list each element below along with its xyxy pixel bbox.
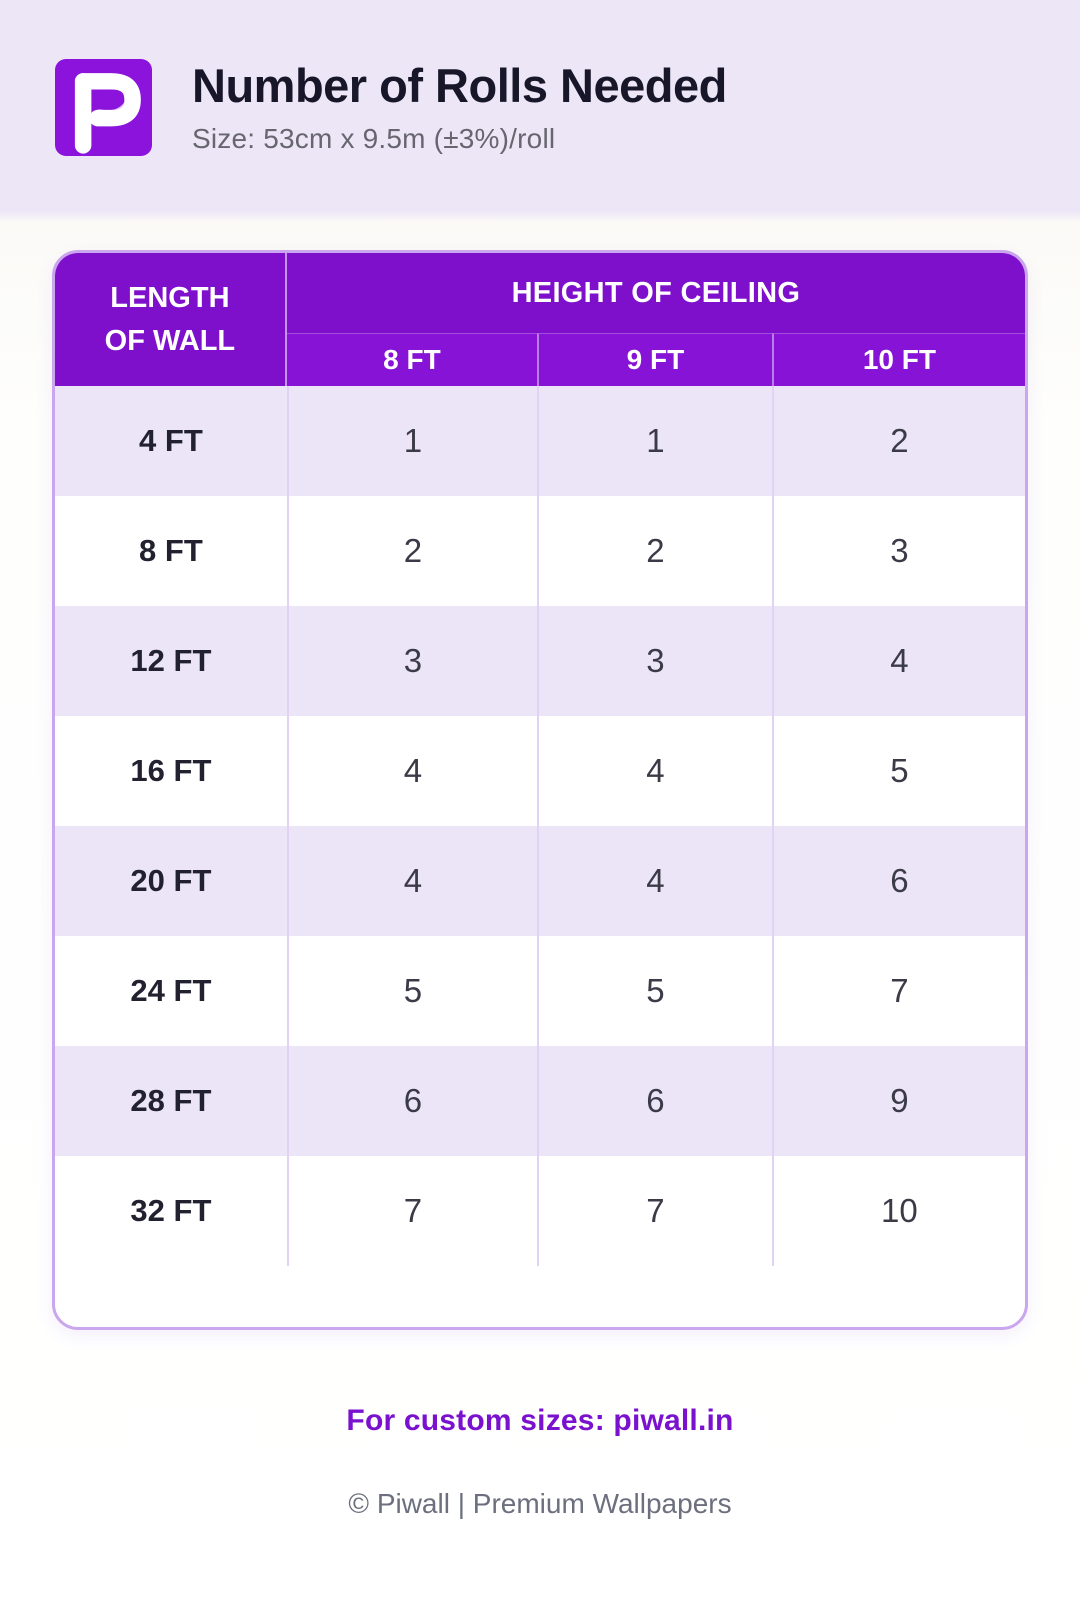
row-label-cell: 8 FT (139, 533, 203, 568)
piwall-logo (55, 59, 152, 156)
row-label-cell: 12 FT (130, 643, 212, 678)
value-cell: 1 (537, 386, 772, 496)
value-cell: 2 (537, 496, 772, 606)
row-header-length-of-wall: LENGTH OF WALL (55, 253, 287, 386)
col-group-height-of-ceiling: HEIGHT OF CEILING (286, 253, 1025, 333)
header-text-block: Number of Rolls Needed Size: 53cm x 9.5m… (192, 58, 727, 156)
row-header-line-2: OF WALL (104, 324, 236, 357)
value-cell: 5 (286, 936, 537, 1046)
value-cell: 6 (286, 1046, 537, 1156)
value-cell: 10 (771, 1156, 1025, 1266)
table-body: 4 FT 1 1 2 8 FT 2 2 3 12 FT 3 3 4 16 FT … (55, 386, 1025, 1266)
value-cell: 3 (537, 606, 772, 716)
row-label-cell: 24 FT (130, 973, 212, 1008)
value-cell: 7 (537, 1156, 772, 1266)
page-title: Number of Rolls Needed (192, 58, 727, 112)
table-row: 32 FT 7 7 10 (55, 1156, 1025, 1266)
custom-sizes-link[interactable]: For custom sizes: piwall.in (346, 1404, 734, 1437)
value-cell: 4 (537, 716, 772, 826)
table-row: 28 FT 6 6 9 (55, 1046, 1025, 1156)
row-label-cell: 20 FT (130, 863, 212, 898)
value-cell: 2 (286, 496, 537, 606)
value-cell: 3 (286, 606, 537, 716)
value-cell: 6 (771, 826, 1025, 936)
table-row: 20 FT 4 4 6 (55, 826, 1025, 936)
value-cell: 4 (286, 826, 537, 936)
value-cell: 4 (537, 826, 772, 936)
value-cell: 6 (537, 1046, 772, 1156)
value-cell: 7 (286, 1156, 537, 1266)
rolls-table-card: LENGTH OF WALL HEIGHT OF CEILING 8 FT 9 … (52, 250, 1028, 1330)
row-header-line-1: LENGTH (110, 282, 230, 315)
row-label-cell: 16 FT (130, 753, 212, 788)
table-row: 4 FT 1 1 2 (55, 386, 1025, 496)
table-row: 24 FT 5 5 7 (55, 936, 1025, 1046)
copyright-text: © Piwall | Premium Wallpapers (348, 1488, 732, 1519)
value-cell: 3 (771, 496, 1025, 606)
value-cell: 7 (771, 936, 1025, 1046)
value-cell: 4 (286, 716, 537, 826)
value-cell: 1 (286, 386, 537, 496)
col-header-9ft: 9 FT (537, 333, 772, 386)
page-header: Number of Rolls Needed Size: 53cm x 9.5m… (0, 0, 1080, 215)
col-header-10ft: 10 FT (771, 333, 1025, 386)
piwall-p-icon (74, 73, 141, 154)
table-row: 8 FT 2 2 3 (55, 496, 1025, 606)
col-header-8ft: 8 FT (286, 333, 538, 386)
value-cell: 4 (771, 606, 1025, 716)
row-label-cell: 28 FT (130, 1083, 212, 1118)
value-cell: 5 (537, 936, 772, 1046)
table-row: 12 FT 3 3 4 (55, 606, 1025, 716)
table-row: 16 FT 4 4 5 (55, 716, 1025, 826)
row-label-cell: 32 FT (130, 1193, 212, 1228)
table-header: LENGTH OF WALL HEIGHT OF CEILING 8 FT 9 … (55, 253, 1025, 386)
roll-size-subtitle: Size: 53cm x 9.5m (±3%)/roll (192, 123, 556, 155)
value-cell: 9 (771, 1046, 1025, 1156)
value-cell: 5 (771, 716, 1025, 826)
row-label-cell: 4 FT (139, 423, 203, 458)
value-cell: 2 (771, 386, 1025, 496)
